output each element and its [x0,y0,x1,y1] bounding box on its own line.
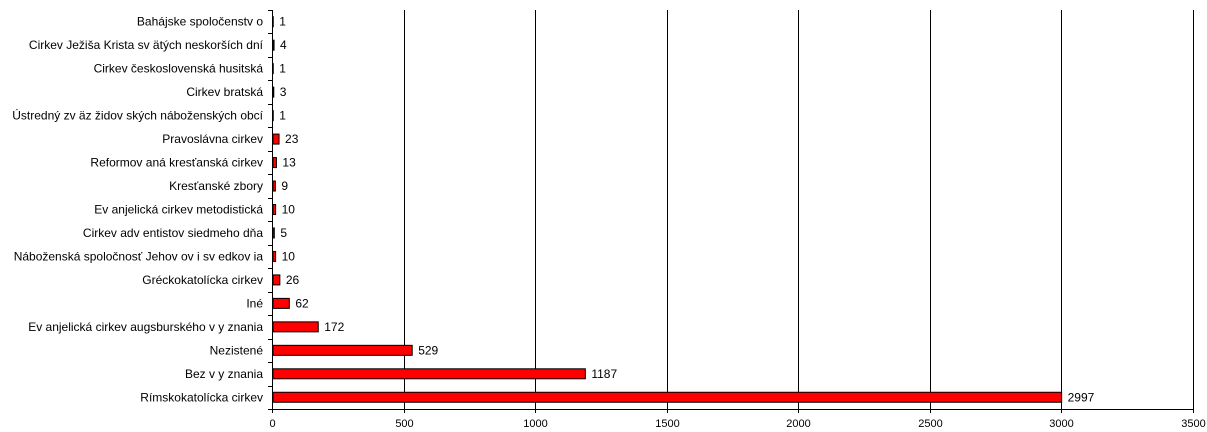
data-label: 62 [295,296,309,310]
x-tick-label: 1500 [655,418,679,430]
category-label: Nezistené [210,343,264,357]
category-label: Rímskokatolícka cirkev [140,390,263,404]
data-label: 1 [279,15,286,29]
x-tick-label: 0 [269,418,275,430]
x-tick-label: 500 [395,418,413,430]
bar [272,391,1063,403]
category-label: Bahájske spoločenstv o [137,15,263,29]
data-label: 5 [280,226,287,240]
bar [272,39,275,51]
bar [272,227,275,239]
bar [272,180,276,192]
data-label: 172 [324,320,344,334]
bar [272,204,277,215]
category-label: Ev anjelická cirkev augsburského v y zna… [28,320,263,334]
category-label: Iné [246,296,263,310]
category-label: Cirkev adv entistov siedmeho dňa [83,226,263,240]
x-tick-label: 1000 [523,418,547,430]
bar [272,368,586,380]
bar [272,157,277,169]
data-label: 1 [279,62,286,76]
category-label: Ev anjelická cirkev metodistická [94,203,263,217]
category-label: Cirkev Ježiša Krista sv ätých neskorších… [29,38,264,52]
data-label: 4 [280,38,287,52]
category-label: Pravoslávna cirkev [162,132,263,146]
category-label: Reformov aná kresťanská cirkev [90,156,263,170]
data-label: 10 [282,249,296,263]
x-tick-label: 2500 [918,418,942,430]
category-label: Bez v y znania [185,367,263,381]
data-label: 3 [280,85,287,99]
category-label: Ústredný zv äz židov ských náboženských … [12,108,263,123]
x-tick-label: 2000 [786,418,810,430]
x-tick-label: 3500 [1181,418,1205,430]
category-label: Kresťanské zbory [169,179,263,193]
category-label: Cirkev československá husitská [94,62,264,76]
bar [272,133,280,145]
bar [272,274,281,286]
category-label: Náboženská spoločnosť Jehov ov i sv edko… [14,249,264,263]
category-label: Gréckokatolícka cirkev [142,273,263,287]
bar [272,250,277,262]
data-label: 10 [282,203,296,217]
data-label: 1 [279,109,286,123]
bar [272,321,319,333]
category-label: Cirkev bratská [186,85,263,99]
data-label: 9 [281,179,288,193]
bar [272,86,275,98]
data-label: 1187 [591,367,617,381]
bar [272,297,290,309]
data-label: 26 [286,273,300,287]
data-label: 23 [285,132,299,146]
data-label: 529 [418,343,438,357]
data-label: 13 [282,156,296,170]
bar [272,344,413,356]
data-label: 2997 [1068,390,1095,404]
x-tick-label: 3000 [1049,418,1073,430]
